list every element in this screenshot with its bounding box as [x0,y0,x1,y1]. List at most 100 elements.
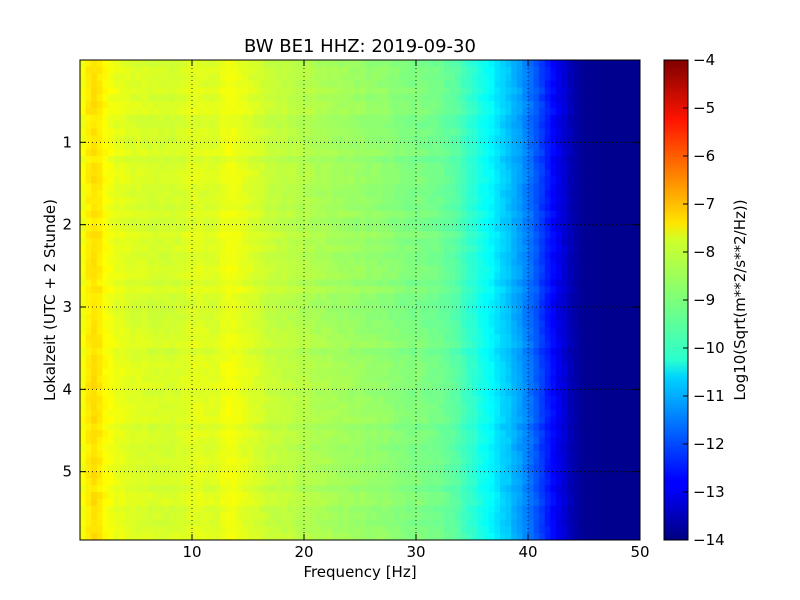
heatmap-cell [281,361,288,370]
heatmap-cell [393,108,400,116]
heatmap-cell [192,108,199,116]
heatmap-cell [382,176,389,185]
heatmap-cell [533,382,540,390]
heatmap-cell [197,306,204,315]
heatmap-cell [80,128,87,137]
heatmap-cell [270,368,277,377]
heatmap-cell [287,190,294,198]
heatmap-cell [628,375,635,383]
heatmap-cell [584,101,591,109]
heatmap-cell [152,80,159,89]
heatmap-cell [382,306,389,315]
heatmap-cell [595,210,602,219]
heatmap-cell [399,114,406,123]
heatmap-cell [567,389,574,397]
heatmap-cell [337,224,344,233]
heatmap-cell [236,238,243,246]
heatmap-cell [466,272,473,281]
heatmap-cell [410,231,417,239]
heatmap-cell [500,375,507,383]
heatmap-cell [231,101,238,109]
heatmap-cell [315,142,322,150]
heatmap-cell [152,128,159,137]
heatmap-cell [236,313,243,322]
heatmap-cell [220,121,227,130]
heatmap-cell [242,286,249,294]
heatmap-cell [248,210,255,219]
heatmap-cell [304,101,311,109]
heatmap-cell [360,375,367,383]
heatmap-cell [236,142,243,150]
heatmap-cell [253,286,260,294]
heatmap-cell [152,210,159,219]
heatmap-cell [505,375,512,383]
heatmap-cell [628,313,635,322]
heatmap-cell [253,183,260,191]
heatmap-cell [572,327,579,335]
heatmap-cell [276,114,283,123]
heatmap-cell [449,128,456,137]
heatmap-cell [438,272,445,281]
heatmap-cell [561,204,568,212]
heatmap-cell [113,210,120,219]
heatmap-cell [287,382,294,390]
heatmap-cell [567,66,574,75]
heatmap-cell [595,286,602,294]
heatmap-cell [164,348,171,356]
heatmap-cell [169,279,176,287]
heatmap-cell [147,80,154,89]
heatmap-cell [617,368,624,377]
heatmap-cell [567,265,574,274]
heatmap-cell [488,197,495,205]
heatmap-cell [208,396,215,404]
heatmap-cell [584,382,591,390]
heatmap-cell [522,306,529,315]
heatmap-cell [584,238,591,246]
heatmap-cell [164,368,171,377]
heatmap-cell [416,341,423,349]
heatmap-cell [96,286,103,294]
heatmap-cell [231,265,238,274]
heatmap-cell [595,73,602,82]
heatmap-cell [270,389,277,397]
heatmap-cell [175,142,182,150]
heatmap-cell [220,128,227,137]
heatmap-cell [516,389,523,397]
heatmap-cell [438,341,445,349]
heatmap-cell [477,121,484,130]
heatmap-cell [505,396,512,404]
heatmap-cell [628,245,635,253]
heatmap-cell [511,396,518,404]
heatmap-cell [606,382,613,390]
heatmap-cell [124,73,131,82]
heatmap-cell [281,279,288,287]
heatmap-cell [186,73,193,82]
heatmap-cell [337,128,344,137]
heatmap-cell [393,87,400,95]
heatmap-cell [528,245,535,253]
heatmap-cell [276,176,283,185]
heatmap-cell [169,190,176,198]
heatmap-cell [343,135,350,143]
heatmap-cell [119,149,126,157]
heatmap-cell [410,121,417,130]
heatmap-cell [399,204,406,212]
heatmap-cell [102,197,109,205]
heatmap-cell [292,183,299,191]
heatmap-cell [214,204,221,212]
heatmap-cell [85,293,92,301]
heatmap-cell [354,252,361,260]
heatmap-cell [388,114,395,123]
heatmap-cell [136,354,143,363]
heatmap-cell [365,252,372,260]
heatmap-cell [343,341,350,349]
heatmap-cell [477,66,484,75]
heatmap-cell [460,245,467,253]
heatmap-cell [572,80,579,89]
heatmap-cell [236,320,243,329]
heatmap-cell [432,217,439,226]
heatmap-cell [438,66,445,75]
heatmap-cell [505,224,512,233]
heatmap-cell [416,279,423,287]
heatmap-cell [388,204,395,212]
